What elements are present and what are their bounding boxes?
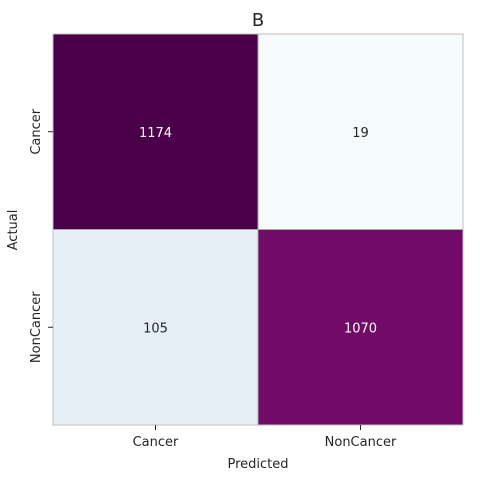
cell-value-label: 19 (352, 126, 369, 141)
plot-frame (52, 33, 464, 426)
cell-value-label: 1070 (344, 321, 377, 336)
heatmap-cell-cancer-noncancer (257, 33, 464, 230)
heatmap-cell-noncancer-cancer (52, 229, 259, 426)
y-axis-label: Actual (6, 210, 21, 251)
y-tick-label: NonCancer (29, 291, 44, 363)
x-tick-label: NonCancer (325, 435, 397, 450)
cell-value-label: 105 (143, 321, 168, 336)
cell-value-label: 1174 (139, 126, 172, 141)
cell-value-labels: 1174 19 105 1070 (139, 126, 377, 337)
heatmap-cell-cancer-cancer (52, 33, 259, 230)
x-tick-label: Cancer (133, 435, 179, 450)
x-axis-label: Predicted (227, 457, 288, 472)
y-tick-label: Cancer (29, 108, 44, 154)
chart-title: B (252, 10, 264, 31)
heatmap-cells (52, 33, 464, 426)
heatmap-cell-noncancer-noncancer (257, 229, 464, 426)
axis-ticks: Cancer NonCancer Cancer NonCancer (29, 108, 397, 450)
